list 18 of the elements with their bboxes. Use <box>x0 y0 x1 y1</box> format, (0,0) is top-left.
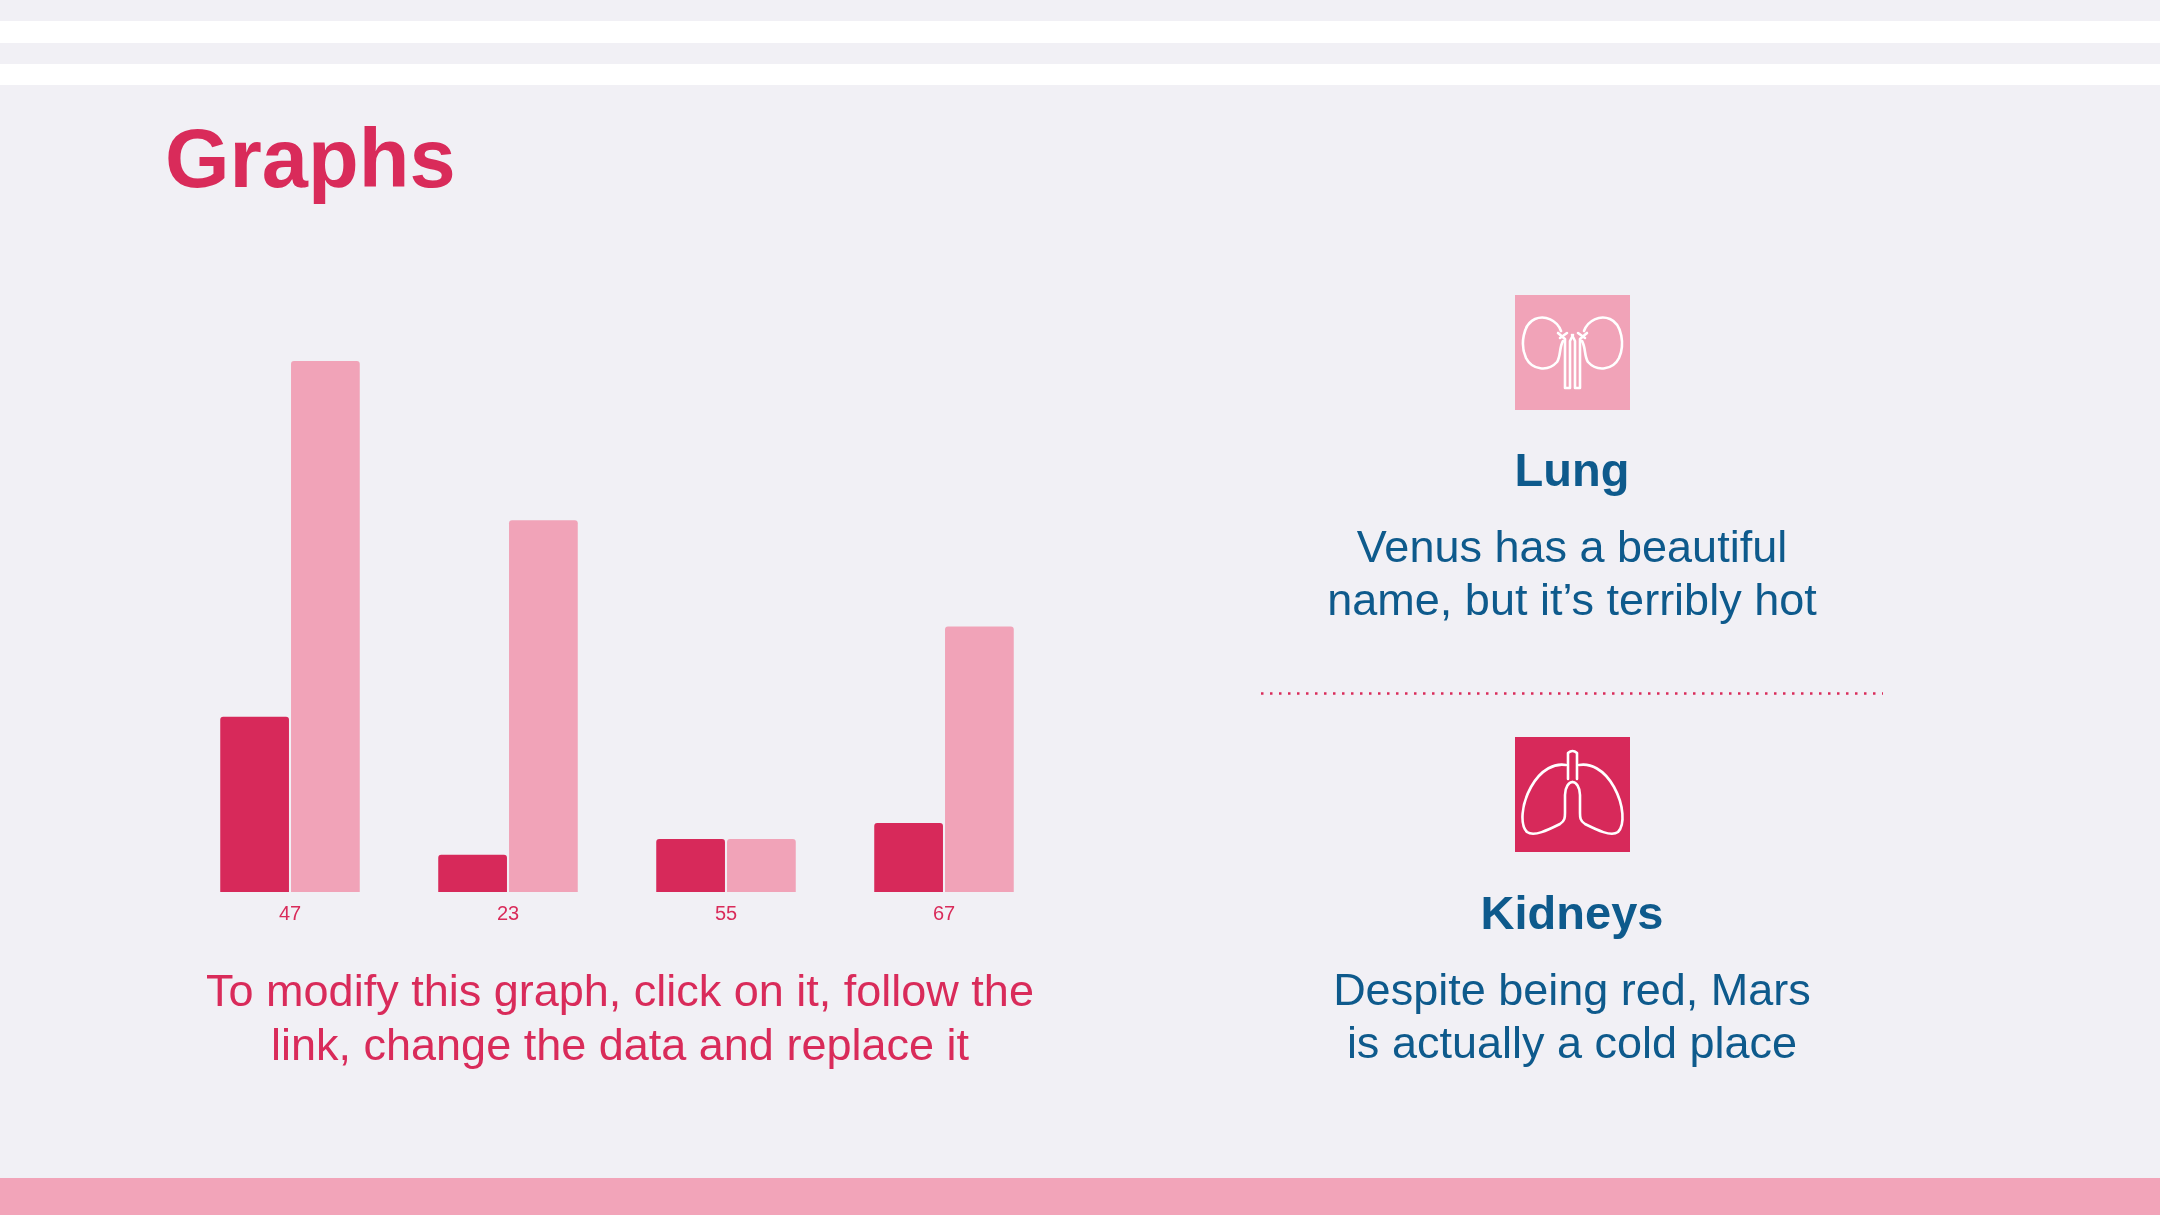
text: Despite being red, Mars is actually a cold place <box>1332 963 1812 1069</box>
bar <box>291 361 360 892</box>
text: Kidneys <box>1479 886 1665 939</box>
x-tick-label: 47 <box>278 902 302 924</box>
chart-title: Graphs <box>165 112 456 205</box>
bar <box>945 626 1014 892</box>
x-tick-label: 23 <box>496 902 520 924</box>
bar <box>509 520 578 892</box>
x-tick-label: 67 <box>932 902 956 924</box>
bar <box>727 838 796 892</box>
bar <box>656 838 725 892</box>
text: Venus has a beautiful name, but it’s terribly hot <box>1326 520 1818 626</box>
text: To modify this graph, click on it, follow the link, change the data and replace it <box>205 964 1035 1072</box>
text: Lung <box>1513 443 1631 496</box>
bar <box>874 822 943 892</box>
bar <box>220 716 289 892</box>
bar <box>438 854 507 892</box>
x-tick-label: 55 <box>714 902 738 924</box>
